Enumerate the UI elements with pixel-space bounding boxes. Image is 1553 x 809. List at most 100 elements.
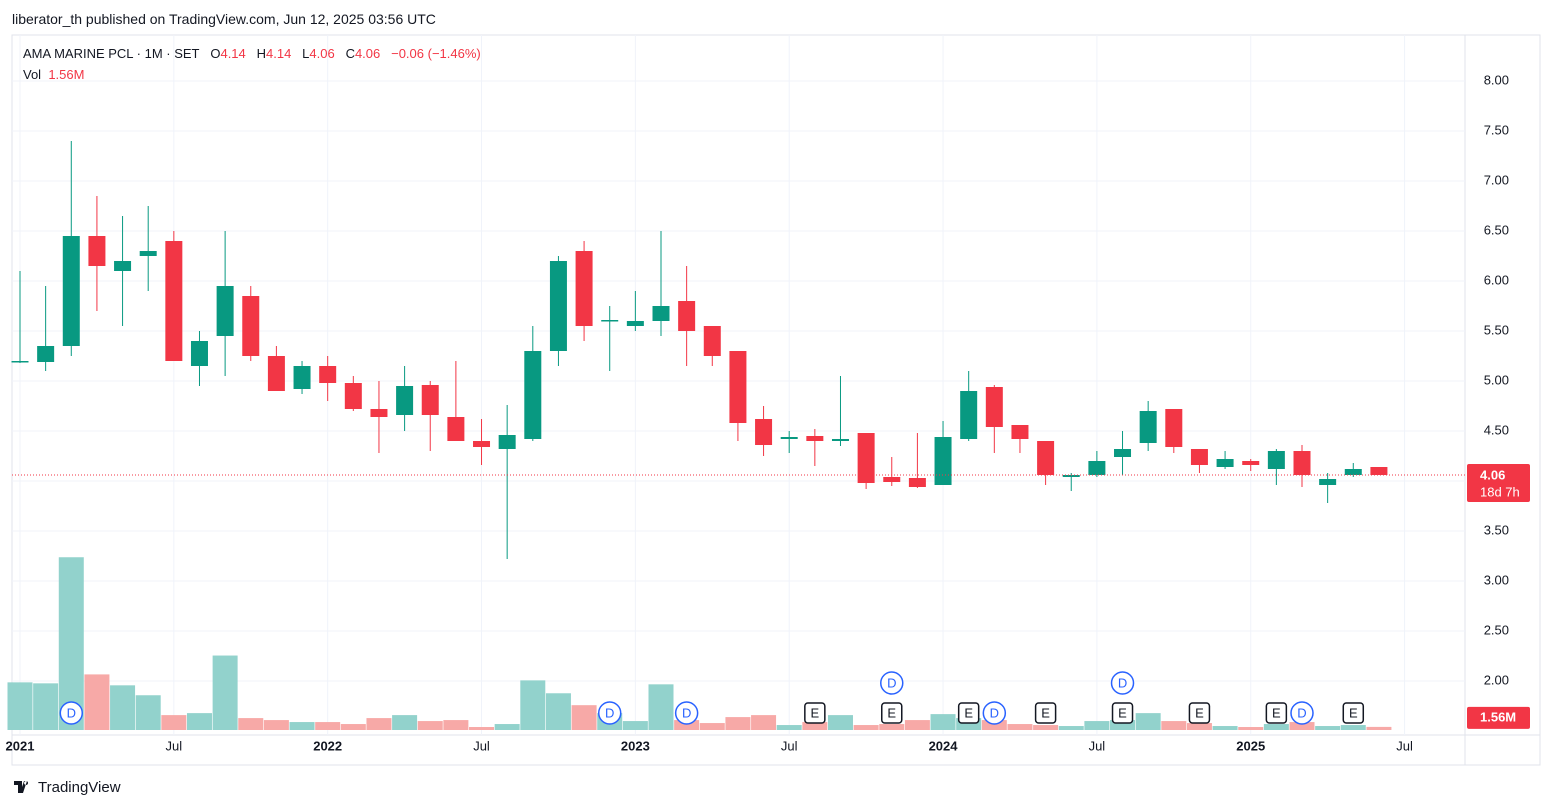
earnings-marker [804,702,826,724]
vol-value: 1.56M [48,67,85,82]
volume-bar [1007,724,1033,730]
volume-bar [186,713,212,730]
earnings-marker [1265,702,1288,724]
x-tick-label: 2023 [621,738,650,753]
volume-bar [674,720,700,730]
chart-frame [11,34,1541,766]
candle-body [498,435,516,449]
y-tick-label: 3.00 [1484,572,1509,587]
event-label: E [1272,705,1281,720]
candle-body [831,439,849,441]
volume-bar [1110,720,1136,730]
volume-bar [212,655,238,730]
c-label: C [345,46,355,61]
volume-bar [904,720,930,730]
countdown: 18d 7h [1480,484,1520,499]
candle-body [165,241,183,361]
volume-bar [648,684,674,730]
candle-body [985,387,1003,427]
volume-bar [802,722,828,730]
candle-body [114,261,132,271]
event-label: E [1195,705,1204,720]
footer-logo: TradingView [14,779,121,796]
earnings-marker [1188,702,1211,724]
x-tick-label: 2022 [313,738,342,753]
y-tick-label: 2.50 [1484,622,1509,637]
volume-bar [7,682,33,730]
dividend-marker [597,701,622,725]
candle-body [678,301,696,331]
legend-volume: Vol 1.56M [23,67,84,82]
published-line: liberator_th published on TradingView.co… [12,11,436,27]
y-tick-label: 6.00 [1484,272,1509,287]
x-tick-label: Jul [166,738,183,753]
candle-body [524,351,542,439]
vol-label: Vol [23,67,42,82]
volume-bar [1340,725,1366,730]
x-tick-label: 2025 [1236,738,1265,753]
candle-body [1216,459,1234,467]
logo-icon [14,781,29,793]
y-tick-label: 4.50 [1484,422,1509,437]
earnings-marker [957,702,980,724]
volume-bar [545,693,571,730]
h-label: H [256,46,267,61]
price-tag [1467,464,1530,502]
volume-bar [776,725,802,730]
dividend-marker [1110,671,1135,695]
candle-body [1165,409,1183,447]
candle-body [216,286,234,336]
candles [11,141,1388,559]
volume-bar [1263,724,1289,730]
volume-bar [1238,727,1264,730]
event-label: E [1041,705,1050,720]
candle-body [1088,461,1106,475]
event-label: D [682,705,691,720]
footer-text: TradingView [38,779,121,796]
event-label: D [990,705,999,720]
price-tag-value: 4.06 [1480,467,1505,482]
volume-bar [622,721,648,730]
dividend-marker [674,701,699,725]
candle-body [1293,451,1311,475]
volume-bar [1315,726,1341,730]
volume [7,557,1392,730]
volume-bar [1135,713,1161,730]
volume-bar [161,715,187,730]
volume-bar [827,715,853,730]
candle-body [806,436,824,441]
volume-bar [392,715,418,730]
candle-body [1114,449,1132,457]
volume-bar [289,722,315,730]
volume-bar [110,685,136,730]
volume-bar [1033,725,1059,730]
earnings-marker [881,702,903,724]
volume-bar [366,718,392,730]
volume-bar [699,723,725,730]
earnings-marker [1342,702,1365,724]
volume-bar [494,724,520,730]
candle-body [190,341,208,366]
event-label: E [811,705,820,720]
candle-body [1037,441,1055,475]
y-tick-label: 3.50 [1484,522,1509,537]
c-value: 4.06 [354,46,381,61]
candle-body [1319,479,1337,485]
volume-bar [930,714,956,730]
volume-bar [853,725,879,730]
candle-body [396,386,414,415]
volume-bar [84,674,110,730]
event-label: E [1349,705,1358,720]
volume-bar [340,724,366,730]
symbol: AMA MARINE PCL · 1M · SET [23,46,200,61]
candle-body [242,296,260,356]
candle-body [908,478,926,487]
volume-bar [33,683,59,730]
candle-body [11,361,29,363]
candle-body [652,306,670,321]
candle-body [319,366,337,383]
candle-body [447,417,465,441]
volume-bar [1161,721,1187,730]
